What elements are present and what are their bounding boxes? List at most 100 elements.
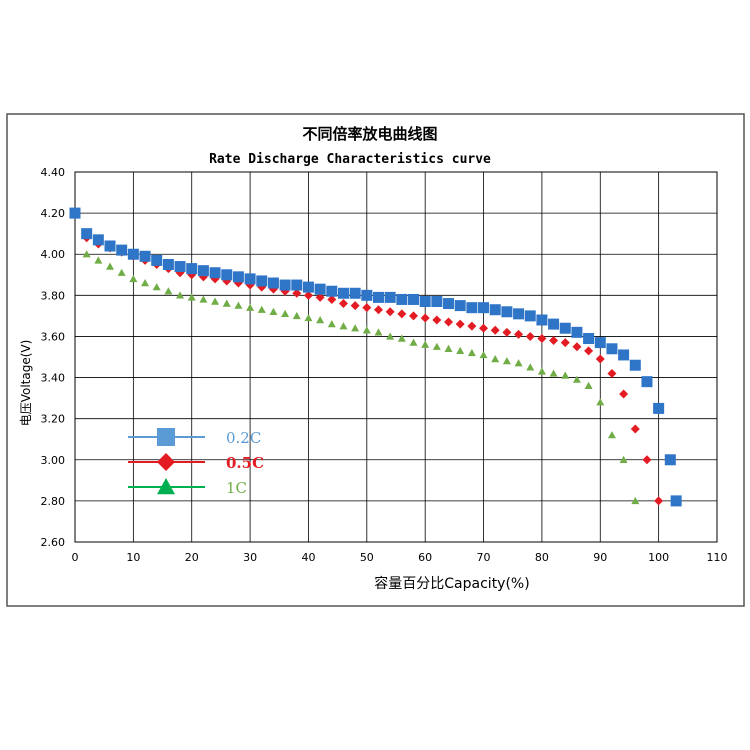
y-tick-label: 3.60 — [41, 330, 66, 343]
data-point — [559, 322, 571, 334]
data-point — [141, 279, 150, 287]
data-point — [664, 454, 676, 466]
data-point — [502, 327, 512, 337]
legend-marker — [157, 453, 175, 471]
data-point — [327, 294, 337, 304]
x-tick-labels: 0 10 20 30 40 50 60 70 80 90 100 110 — [72, 551, 728, 564]
data-point — [467, 321, 477, 331]
chart-subtitle: Rate Discharge Characteristics curve — [209, 152, 491, 167]
data-point — [455, 319, 465, 329]
chart-title: 不同倍率放电曲线图 — [302, 125, 437, 143]
data-point — [350, 301, 360, 311]
data-point — [548, 318, 560, 330]
y-tick-labels: 2.60 2.80 3.00 3.20 3.40 3.60 3.80 4.00 4.20 4.40 — [41, 166, 66, 549]
x-tick-label: 30 — [243, 551, 257, 564]
data-point — [257, 305, 266, 313]
legend-marker — [157, 428, 175, 446]
data-point — [501, 306, 513, 318]
x-tick-label: 10 — [126, 551, 140, 564]
data-point — [432, 342, 441, 350]
plot-area — [74, 171, 718, 543]
data-point — [279, 279, 291, 291]
data-point — [151, 254, 163, 266]
data-point — [619, 389, 629, 399]
data-point — [596, 398, 605, 406]
series-square — [69, 207, 682, 507]
y-tick-label: 3.80 — [41, 289, 66, 302]
data-point — [303, 290, 313, 300]
data-point — [315, 292, 325, 302]
data-point — [314, 283, 326, 295]
data-point — [362, 303, 372, 313]
data-point — [444, 317, 454, 327]
data-point — [572, 342, 582, 352]
data-point — [571, 326, 583, 338]
data-point — [641, 376, 653, 388]
data-point — [454, 300, 466, 312]
y-tick-label: 3.40 — [41, 372, 66, 385]
data-point — [537, 367, 546, 375]
data-point — [478, 302, 490, 314]
data-point — [292, 288, 302, 298]
data-point — [232, 271, 244, 283]
y-tick-label: 3.20 — [41, 413, 66, 426]
data-point — [152, 283, 161, 291]
data-point — [514, 359, 523, 367]
data-point — [291, 279, 303, 291]
data-point — [386, 332, 395, 340]
data-point — [443, 298, 455, 310]
x-tick-label: 50 — [360, 551, 374, 564]
data-point — [444, 344, 453, 352]
data-point — [642, 455, 652, 465]
legend-marker — [157, 478, 175, 495]
y-tick-label: 2.80 — [41, 495, 66, 508]
data-point — [326, 285, 338, 297]
data-point — [549, 369, 558, 377]
data-point — [385, 307, 395, 317]
data-point — [491, 355, 500, 363]
data-point — [139, 250, 151, 262]
data-point — [116, 244, 128, 256]
data-point — [246, 303, 255, 311]
y-tick-label: 4.40 — [41, 166, 66, 179]
data-point — [361, 289, 373, 301]
data-point — [549, 336, 559, 346]
data-point — [561, 371, 570, 379]
data-point — [337, 287, 349, 299]
data-point — [127, 248, 139, 260]
data-point — [106, 262, 115, 270]
data-point — [431, 296, 443, 307]
data-point — [654, 496, 664, 506]
data-point — [374, 328, 383, 336]
y-tick-label: 2.60 — [41, 536, 66, 549]
x-tick-label: 60 — [418, 551, 432, 564]
data-point — [92, 234, 104, 246]
data-point — [397, 334, 406, 342]
data-point — [456, 346, 465, 355]
data-point — [560, 338, 570, 348]
data-point — [479, 350, 488, 359]
data-point — [234, 301, 243, 309]
data-point — [221, 269, 233, 281]
y-tick-label: 4.20 — [41, 207, 66, 220]
data-point — [606, 343, 618, 355]
data-point — [584, 381, 593, 389]
y-axis-label: 电压Voltage(V) — [19, 340, 33, 427]
data-point — [536, 314, 548, 326]
data-point — [397, 309, 407, 319]
data-point — [256, 275, 268, 287]
series-triangle — [71, 209, 640, 505]
data-point — [607, 368, 617, 378]
data-point — [396, 293, 408, 305]
data-point — [302, 281, 314, 293]
legend-label: 0.5C — [226, 454, 264, 472]
data-point — [618, 349, 630, 361]
x-tick-label: 20 — [185, 551, 199, 564]
data-point — [409, 311, 419, 321]
legend: 0.2C 0.5C 1C — [128, 428, 264, 497]
legend-entry: 1C — [128, 478, 247, 497]
data-point — [327, 320, 336, 328]
data-point — [537, 334, 547, 343]
data-point — [513, 308, 525, 320]
